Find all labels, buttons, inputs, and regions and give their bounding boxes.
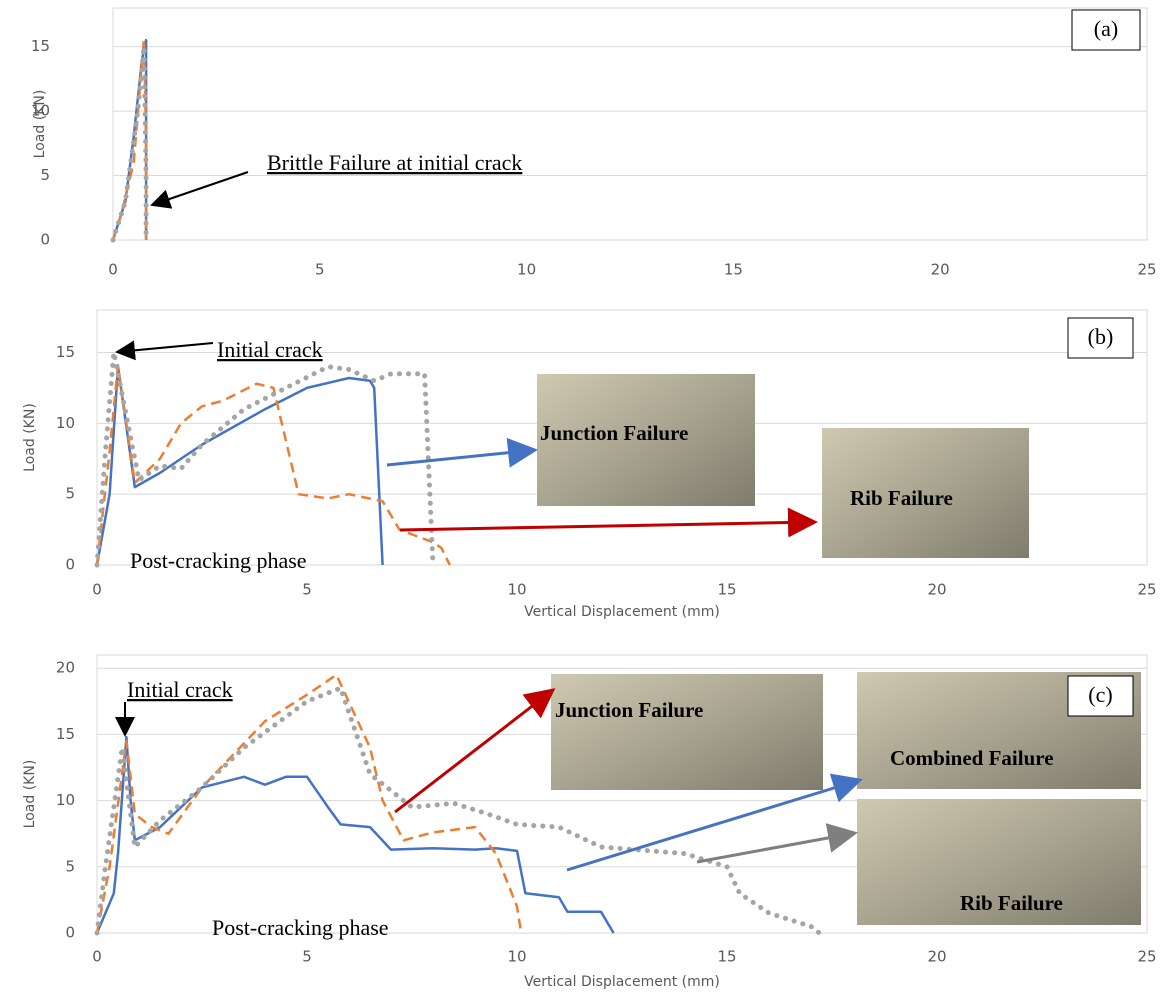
y-tick-label: 15 — [56, 343, 75, 361]
y-axis-title: Load (KN) — [22, 760, 38, 829]
annotation-arrow — [117, 343, 213, 352]
x-tick-label: 15 — [717, 581, 736, 599]
x-tick-label: 15 — [717, 948, 736, 966]
x-tick-label: 5 — [302, 581, 312, 599]
x-tick-label: 20 — [927, 948, 946, 966]
y-tick-label: 0 — [65, 924, 75, 942]
y-tick-label: 15 — [31, 37, 50, 55]
plot-frame — [113, 8, 1147, 240]
x-tick-label: 10 — [507, 581, 526, 599]
y-tick-label: 10 — [56, 791, 75, 809]
annotation-arrow — [152, 172, 248, 205]
annotation-arrow — [567, 780, 860, 870]
panel-label: (b) — [1088, 324, 1114, 349]
series-line — [97, 367, 383, 565]
annotation-arrow — [697, 833, 855, 862]
annotation: Combined Failure — [890, 746, 1054, 770]
x-tick-label: 20 — [931, 261, 950, 279]
x-tick-label: 5 — [302, 948, 312, 966]
annotation: Junction Failure — [540, 421, 688, 445]
x-tick-label: 5 — [315, 261, 325, 279]
panel-label: (a) — [1094, 16, 1118, 41]
figure: 0 5 10 15 0 5 10 15 20 25 Load (KN) Brittle Failure… — [0, 0, 1168, 995]
annotation: Post-cracking phase — [212, 915, 389, 940]
y-tick-label: 20 — [56, 659, 75, 677]
y-axis-title: Load (KN) — [32, 90, 48, 159]
annotation-arrow — [400, 522, 815, 530]
x-tick-label: 10 — [517, 261, 536, 279]
x-axis-title: Vertical Displacement (mm) — [524, 604, 720, 620]
annotation-arrow — [387, 450, 535, 465]
y-axis-title: Load (KN) — [22, 403, 38, 472]
annotation: Post-cracking phase — [130, 548, 307, 573]
x-tick-label: 0 — [92, 948, 102, 966]
y-tick-label: 5 — [40, 166, 50, 184]
x-tick-label: 10 — [507, 948, 526, 966]
x-tick-label: 25 — [1137, 581, 1156, 599]
x-tick-label: 20 — [927, 581, 946, 599]
x-tick-label: 25 — [1137, 261, 1156, 279]
annotation: Rib Failure — [960, 891, 1063, 915]
y-tick-label: 0 — [65, 556, 75, 574]
y-tick-label: 0 — [40, 231, 50, 249]
x-tick-label: 0 — [92, 581, 102, 599]
annotation: Rib Failure — [850, 486, 953, 510]
series-line — [97, 353, 433, 566]
series-line — [97, 737, 614, 933]
x-axis-title: Vertical Displacement (mm) — [524, 974, 720, 990]
y-tick-label: 5 — [65, 485, 75, 503]
x-tick-label: 0 — [108, 261, 118, 279]
y-tick-label: 5 — [65, 857, 75, 875]
x-tick-label: 25 — [1137, 948, 1156, 966]
annotation-arrow — [395, 690, 553, 812]
annotation: Brittle Failure at initial crack — [267, 150, 522, 175]
y-tick-label: 15 — [56, 725, 75, 743]
x-tick-label: 15 — [724, 261, 743, 279]
annotation: Junction Failure — [555, 698, 703, 722]
y-tick-label: 10 — [56, 414, 75, 432]
annotation: Initial crack — [217, 337, 323, 362]
annotation: Initial crack — [127, 677, 233, 702]
specimen-photo — [551, 674, 823, 790]
panel-label: (c) — [1088, 682, 1112, 707]
